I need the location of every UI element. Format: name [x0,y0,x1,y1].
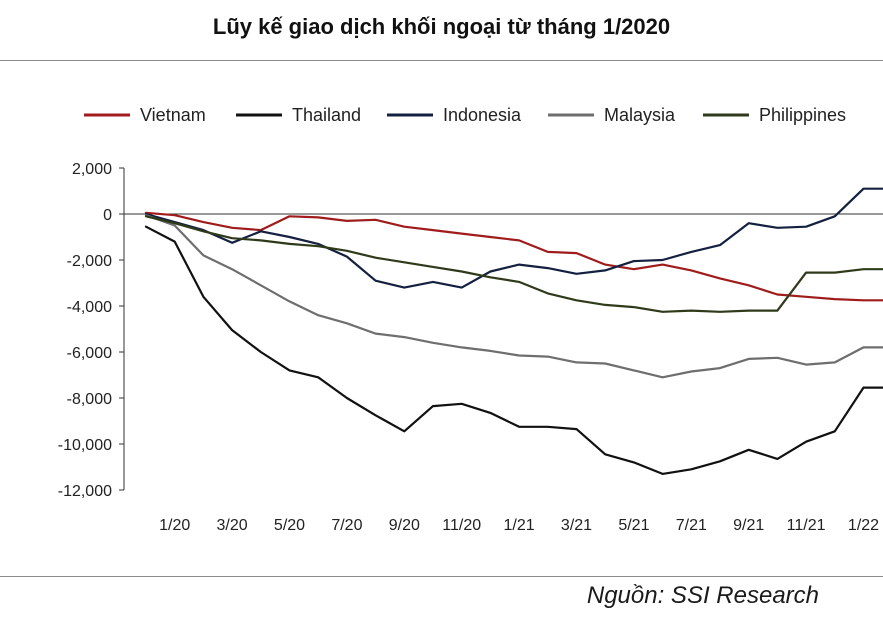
legend-item-thailand: Thailand [236,105,361,125]
series-line-vietnam [144,211,883,302]
y-tick-label: -4,000 [67,299,112,316]
y-tick-label: 0 [103,207,112,224]
series-line-philippines [144,215,883,313]
x-tick-label: 1/20 [159,517,190,534]
x-tick-label: 3/21 [561,517,592,534]
x-tick-label: 7/20 [331,517,362,534]
y-tick-label: -10,000 [58,437,112,454]
y-tick-label: -2,000 [67,253,112,270]
legend-label: Malaysia [604,105,676,125]
series-line-thailand [144,225,883,475]
y-tick-label: -6,000 [67,345,112,362]
x-axis: 1/20 3/20 5/20 7/20 9/20 11/20 1/21 3/21 5/21 7/2… [124,213,883,534]
x-tick-label: 11/20 [442,517,481,534]
legend: Vietnam Thailand Indonesia Malaysia Philippi… [84,105,846,125]
y-axis: 2,000 0 -2,000 -4,000 -6,000 -8,000 -10,000 -12… [58,161,125,500]
y-tick-label: 2,000 [72,161,112,178]
y-tick-label: -8,000 [67,391,112,408]
x-tick-label: 7/21 [676,517,707,534]
bottom-divider [0,576,883,577]
x-tick-label: 9/21 [733,517,764,534]
legend-item-philippines: Philippines [703,105,846,125]
top-divider [0,60,883,61]
legend-label: Philippines [759,105,846,125]
x-tick-label: 5/21 [618,517,649,534]
legend-label: Thailand [292,105,361,125]
series-line-indonesia [144,187,883,289]
legend-item-indonesia: Indonesia [387,105,522,125]
x-tick-label: 1/21 [504,517,535,534]
legend-label: Vietnam [140,105,206,125]
x-tick-label: 5/20 [274,517,305,534]
source-note: Nguồn: SSI Research [586,582,819,609]
x-tick-label: 1/22 [848,517,879,534]
chart-title: Lũy kế giao dịch khối ngoại từ tháng 1/2… [212,14,671,39]
legend-label: Indonesia [443,105,522,125]
series-lines [144,187,883,475]
x-tick-label: 3/20 [217,517,248,534]
x-tick-label: 9/20 [389,517,420,534]
y-tick-label: -12,000 [58,483,112,500]
x-tick-label: 11/21 [787,517,826,534]
series-line-malaysia [144,214,883,379]
legend-item-malaysia: Malaysia [548,105,676,125]
legend-item-vietnam: Vietnam [84,105,206,125]
